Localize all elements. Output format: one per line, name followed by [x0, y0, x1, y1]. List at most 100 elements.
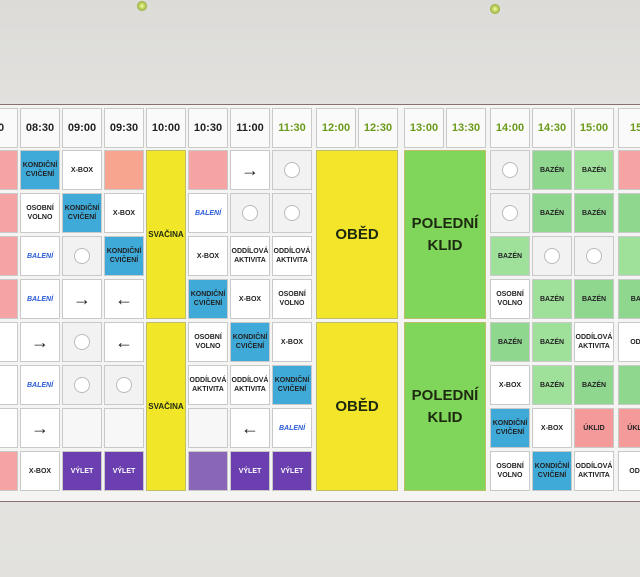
time-header: 15:: [618, 108, 640, 148]
card: BAZÉN: [574, 365, 614, 405]
card: KONDIČNÍ CVIČENÍ: [20, 150, 60, 190]
activity-block: SVAČINA: [146, 322, 186, 491]
card: [574, 236, 614, 276]
card: [188, 451, 228, 491]
time-header: 12:30: [358, 108, 398, 148]
card: ODDÍLOVÁ AKTIVITA: [272, 236, 312, 276]
card: [490, 150, 530, 190]
card: [188, 408, 228, 448]
card: X-BOX: [62, 150, 102, 190]
card: [618, 365, 640, 405]
card: ODDÍ: [618, 451, 640, 491]
card: ÚKLID: [618, 408, 640, 448]
card: [490, 193, 530, 233]
circle-marker: [586, 248, 602, 264]
card: [104, 150, 144, 190]
card: KONDIČNÍ CVIČENÍ: [490, 408, 530, 448]
card: [0, 236, 18, 276]
card: X-BOX: [20, 451, 60, 491]
card: KONDIČNÍ CVIČENÍ: [272, 365, 312, 405]
card: KONDIČNÍ CVIČENÍ: [532, 451, 572, 491]
card: [62, 322, 102, 362]
circle-marker: [242, 205, 258, 221]
card: [104, 408, 144, 448]
card: [188, 150, 228, 190]
pin: [137, 1, 147, 11]
time-header: 13:00: [404, 108, 444, 148]
circle-marker: [502, 205, 518, 221]
card: ←: [104, 279, 144, 319]
card: [0, 279, 18, 319]
card: VÝLET: [104, 451, 144, 491]
card: BAZÉN: [574, 193, 614, 233]
card: VÝLET: [62, 451, 102, 491]
card: KONDIČNÍ CVIČENÍ: [230, 322, 270, 362]
card: X-BOX: [230, 279, 270, 319]
time-header: 00: [0, 108, 18, 148]
circle-marker: [284, 162, 300, 178]
time-header: 09:30: [104, 108, 144, 148]
card: BAZÉN: [490, 236, 530, 276]
time-header: 14:00: [490, 108, 530, 148]
card: BAZÉN: [532, 365, 572, 405]
circle-marker: [74, 334, 90, 350]
card: [0, 322, 18, 362]
card: BAZÉN: [490, 322, 530, 362]
card: KONDIČNÍ CVIČENÍ: [104, 236, 144, 276]
card: BALENÍ: [272, 408, 312, 448]
card: [0, 451, 18, 491]
card: X-BOX: [104, 193, 144, 233]
circle-marker: [284, 205, 300, 221]
card: [230, 193, 270, 233]
card: [104, 365, 144, 405]
card: [62, 236, 102, 276]
activity-block: OBĚD: [316, 322, 398, 491]
card: X-BOX: [272, 322, 312, 362]
card: ODD: [618, 322, 640, 362]
card: [618, 150, 640, 190]
card: [62, 408, 102, 448]
time-header: 12:00: [316, 108, 356, 148]
card: ←: [104, 322, 144, 362]
card: OSOBNÍ VOLNO: [20, 193, 60, 233]
circle-marker: [74, 377, 90, 393]
card: →: [20, 408, 60, 448]
activity-block: POLEDNÍ KLID: [404, 322, 486, 491]
card: BAZÉN: [532, 322, 572, 362]
card: →: [62, 279, 102, 319]
card: X-BOX: [490, 365, 530, 405]
card: BALENÍ: [188, 193, 228, 233]
card: [618, 193, 640, 233]
card: [618, 236, 640, 276]
card: →: [20, 322, 60, 362]
time-header: 13:30: [446, 108, 486, 148]
card: BAZÉN: [532, 193, 572, 233]
card: [0, 193, 18, 233]
card: [62, 365, 102, 405]
time-header: 10:00: [146, 108, 186, 148]
card: ODDÍLOVÁ AKTIVITA: [230, 365, 270, 405]
card: OSOBNÍ VOLNO: [490, 279, 530, 319]
card: ODDÍLOVÁ AKTIVITA: [574, 451, 614, 491]
activity-block: OBĚD: [316, 150, 398, 319]
card: ÚKLID: [574, 408, 614, 448]
card: BALENÍ: [20, 236, 60, 276]
card: [0, 365, 18, 405]
card: BALENÍ: [20, 365, 60, 405]
time-header: 11:00: [230, 108, 270, 148]
card: X-BOX: [188, 236, 228, 276]
card: OSOBNÍ VOLNO: [188, 322, 228, 362]
card: VÝLET: [230, 451, 270, 491]
time-header: 11:30: [272, 108, 312, 148]
card: BALENÍ: [20, 279, 60, 319]
card: OSOBNÍ VOLNO: [490, 451, 530, 491]
card: [0, 150, 18, 190]
card: BAZÉN: [574, 279, 614, 319]
time-header: 10:30: [188, 108, 228, 148]
card: BAZÉN: [532, 150, 572, 190]
card: VÝLET: [272, 451, 312, 491]
card: [532, 236, 572, 276]
pin: [490, 4, 500, 14]
card: BAZÉN: [574, 150, 614, 190]
